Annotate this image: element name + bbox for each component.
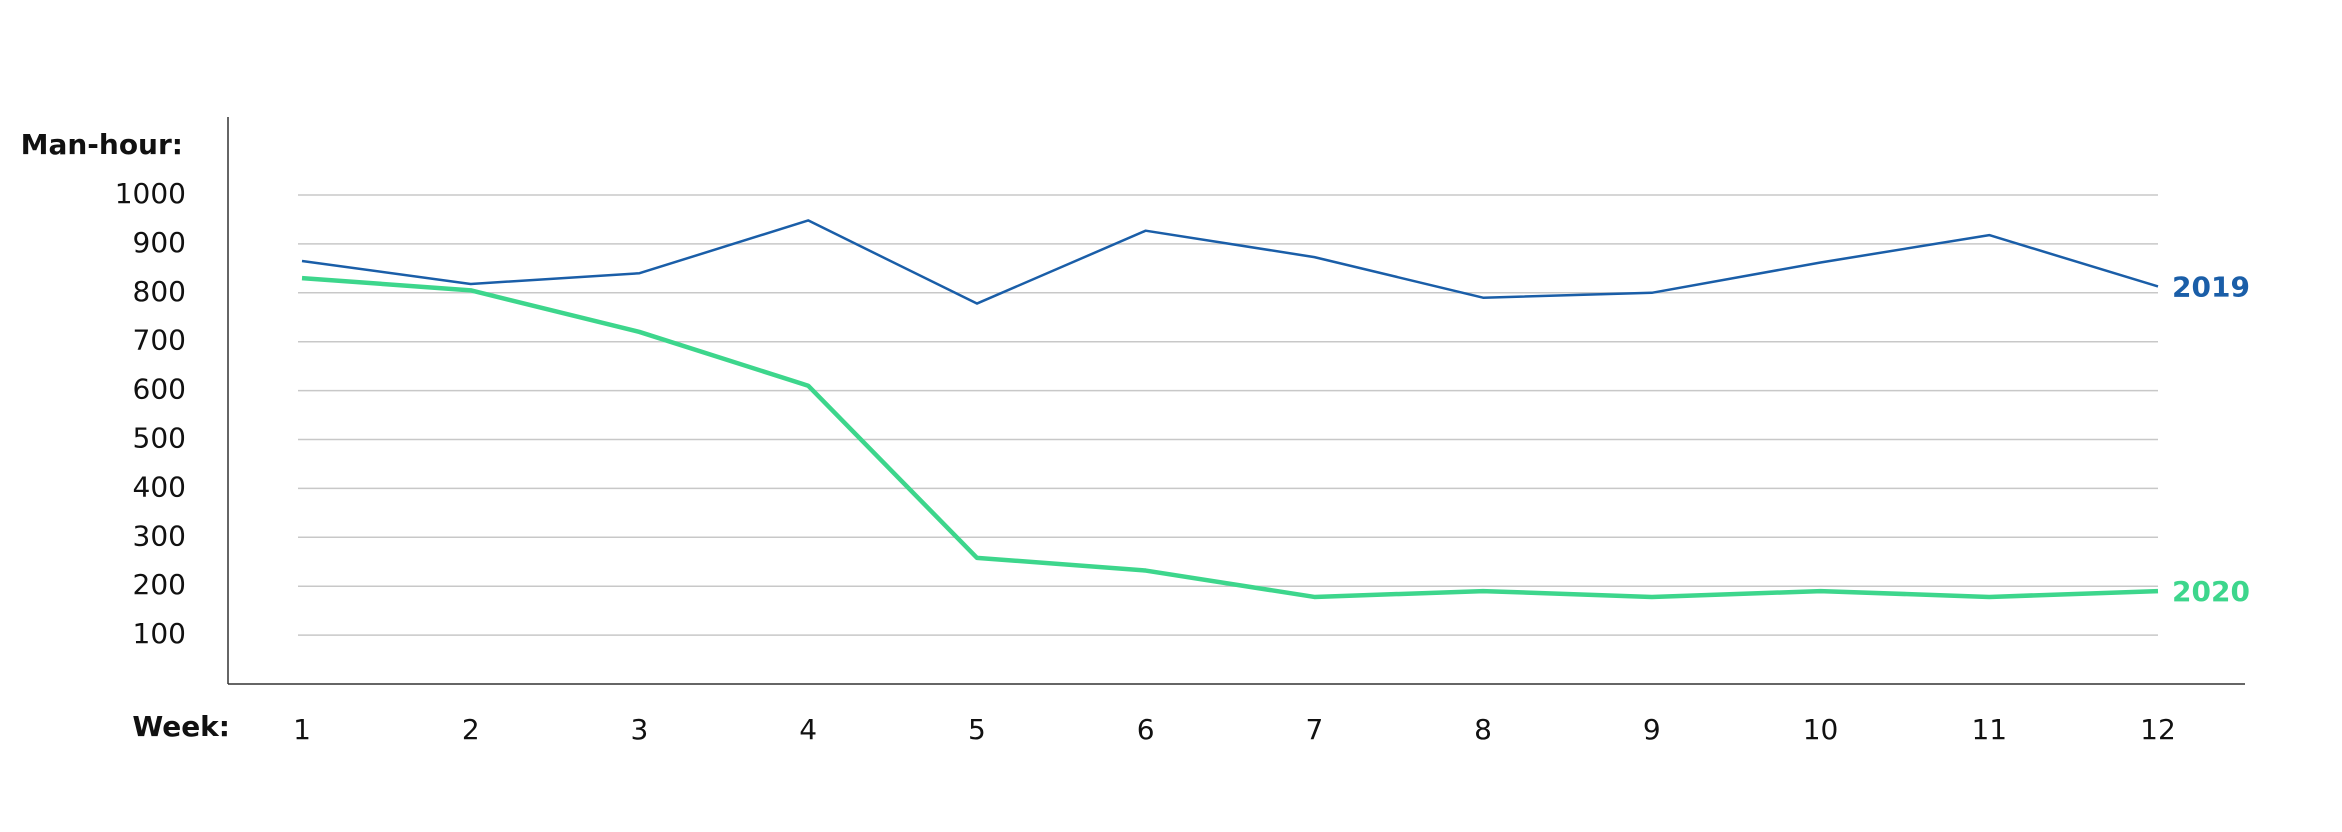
x-tick-label: 1 [293,713,311,746]
series-line [301,275,2159,600]
series-label: 2019 [2172,270,2250,303]
x-tick-label: 11 [1971,713,2007,746]
series-label: 2020 [2172,575,2250,608]
x-tick-label: 10 [1803,713,1839,746]
y-tick-label: 500 [133,422,186,455]
y-tick-label: 200 [133,568,186,601]
y-tick-label: 600 [133,373,186,406]
x-tick-label: 5 [968,713,986,746]
x-tick-label: 2 [462,713,480,746]
y-tick-label: 700 [133,324,186,357]
y-tick-label: 1000 [115,177,186,210]
x-tick-label: 12 [2140,713,2176,746]
y-tick-label: 900 [133,226,186,259]
y-tick-label: 300 [133,519,186,552]
x-tick-label: 4 [799,713,817,746]
x-tick-label: 7 [1305,713,1323,746]
x-tick-label: 8 [1474,713,1492,746]
y-axis-title: Man-hour: [21,128,183,161]
x-tick-label: 6 [1137,713,1155,746]
x-tick-label: 9 [1643,713,1661,746]
y-tick-label: 100 [133,617,186,650]
y-tick-label: 800 [133,275,186,308]
x-axis-title: Week: [132,710,230,743]
y-tick-label: 400 [133,470,186,503]
series-line [301,219,2159,305]
x-tick-label: 3 [631,713,649,746]
